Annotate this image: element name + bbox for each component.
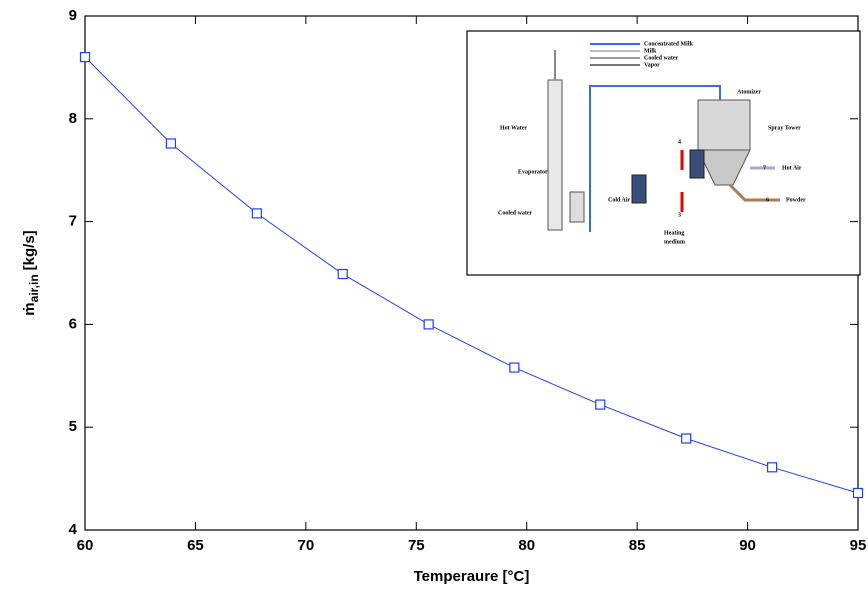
inset-label: Hot Water	[500, 125, 527, 131]
x-tick-label: 60	[77, 537, 94, 554]
x-tick-label: 85	[629, 537, 646, 554]
data-point	[766, 462, 778, 473]
inset-label: Evaporator	[518, 169, 548, 175]
data-point	[165, 138, 177, 149]
y-tick-label: 5	[69, 418, 77, 435]
x-axis-label: Temperaure [°C]	[414, 568, 530, 585]
y-label-subscript: air,in	[27, 274, 41, 302]
powder-pipe	[728, 183, 780, 202]
inset-label: Spray Tower	[768, 125, 801, 131]
inset-label: medium	[664, 239, 685, 245]
y-label-unit: [kg/s]	[21, 230, 38, 270]
spray-tower	[697, 99, 751, 151]
x-tick-label: 90	[739, 537, 756, 554]
inset-label: 6	[766, 197, 769, 203]
inset-label: Powder	[786, 197, 806, 203]
milk-pipe	[589, 85, 721, 232]
heater	[631, 174, 647, 204]
inset-label: Hot Air	[782, 165, 802, 171]
inset-frame	[466, 30, 861, 276]
inset-label: Cooled water	[498, 210, 532, 216]
y-tick-label: 7	[69, 213, 77, 230]
data-point	[79, 52, 91, 63]
x-tick-label: 95	[850, 537, 867, 554]
y-axis-label: ṁair,in [kg/s]	[21, 230, 41, 315]
inset-label: Heating	[664, 230, 684, 236]
data-point	[852, 487, 864, 499]
inset-label: Cold Air	[608, 197, 631, 203]
x-tick-label: 80	[518, 537, 535, 554]
data-point	[681, 433, 692, 444]
data-point	[337, 268, 348, 280]
data-point	[509, 362, 520, 373]
data-point	[251, 208, 262, 219]
y-tick-label: 9	[69, 7, 77, 24]
data-line	[84, 56, 859, 494]
data-point	[423, 319, 434, 330]
tank	[569, 191, 585, 223]
x-tick-label: 65	[187, 537, 204, 554]
y-tick-label: 6	[69, 315, 77, 332]
inset-legend-label: Cooled water	[644, 55, 678, 61]
spray-cone	[697, 149, 751, 186]
inset-label: 4	[678, 139, 681, 145]
heater	[689, 149, 705, 179]
data-point	[595, 399, 606, 410]
inset-legend-label: Milk	[644, 48, 657, 54]
inset-label: 3	[678, 212, 681, 218]
inset-legend-label: Vapor	[644, 62, 660, 68]
x-tick-label: 75	[408, 537, 425, 554]
x-tick-label: 70	[298, 537, 315, 554]
inset-legend-label: Concentrated Milk	[644, 41, 693, 47]
y-tick-label: 8	[69, 110, 77, 127]
inset-label: Atomizer	[737, 89, 761, 95]
evaporator	[547, 79, 563, 231]
y-tick-label: 4	[69, 521, 78, 538]
inset-label: 7	[763, 165, 766, 171]
y-label-symbol: ṁ	[21, 302, 38, 315]
